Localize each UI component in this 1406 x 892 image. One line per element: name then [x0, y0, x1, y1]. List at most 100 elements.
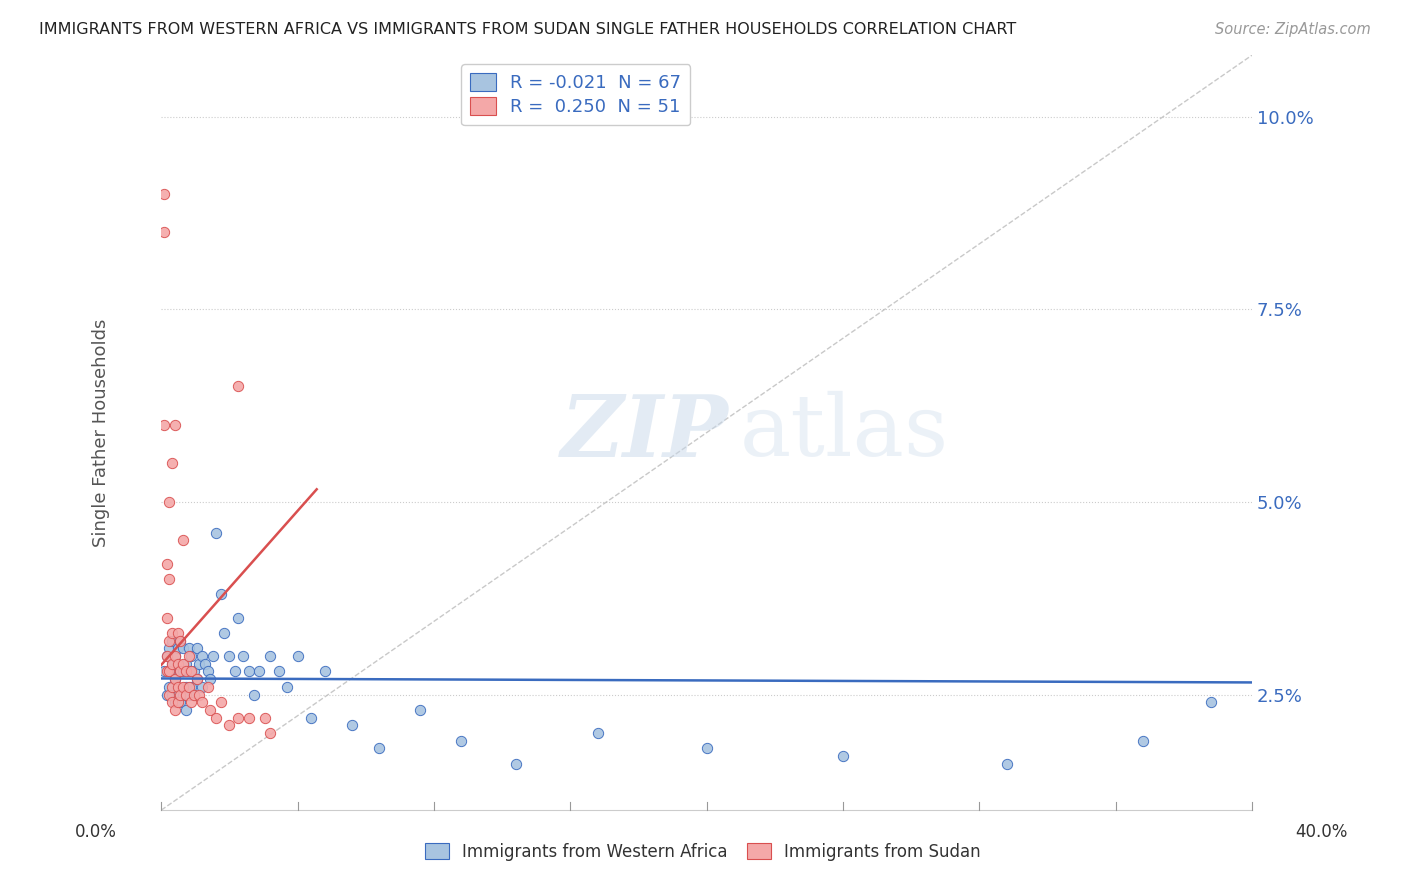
- Point: [174, 680, 197, 694]
- Point: [163, 703, 186, 717]
- Point: [177, 665, 200, 679]
- Point: [177, 680, 200, 694]
- Point: [172, 665, 194, 679]
- Point: [156, 665, 179, 679]
- Point: [160, 657, 183, 671]
- Point: [197, 680, 219, 694]
- Point: [159, 688, 181, 702]
- Point: [202, 648, 225, 663]
- Point: [166, 641, 188, 656]
- Point: [226, 379, 249, 393]
- Point: [160, 695, 183, 709]
- Point: [156, 610, 179, 624]
- Point: [259, 648, 281, 663]
- Point: [177, 648, 200, 663]
- Point: [249, 665, 271, 679]
- Point: [1199, 695, 1222, 709]
- Point: [995, 756, 1018, 771]
- Point: [183, 688, 205, 702]
- Point: [153, 665, 176, 679]
- Point: [169, 665, 191, 679]
- Point: [163, 695, 186, 709]
- Point: [174, 665, 197, 679]
- Point: [172, 641, 194, 656]
- Point: [169, 688, 191, 702]
- Point: [159, 641, 181, 656]
- Point: [153, 417, 176, 432]
- Point: [174, 703, 197, 717]
- Point: [450, 733, 472, 747]
- Point: [166, 688, 188, 702]
- Point: [172, 680, 194, 694]
- Point: [267, 665, 290, 679]
- Point: [160, 680, 183, 694]
- Text: 40.0%: 40.0%: [1295, 822, 1348, 840]
- Point: [180, 680, 202, 694]
- Point: [212, 626, 235, 640]
- Point: [238, 665, 260, 679]
- Point: [186, 641, 208, 656]
- Point: [169, 633, 191, 648]
- Point: [191, 680, 214, 694]
- Point: [160, 457, 183, 471]
- Point: [159, 572, 181, 586]
- Point: [177, 688, 200, 702]
- Point: [183, 665, 205, 679]
- Text: ZIP: ZIP: [561, 391, 728, 475]
- Point: [186, 672, 208, 686]
- Point: [224, 665, 246, 679]
- Point: [368, 741, 391, 756]
- Point: [172, 657, 194, 671]
- Point: [160, 688, 183, 702]
- Text: Source: ZipAtlas.com: Source: ZipAtlas.com: [1215, 22, 1371, 37]
- Point: [505, 756, 527, 771]
- Point: [166, 695, 188, 709]
- Point: [172, 533, 194, 548]
- Point: [159, 495, 181, 509]
- Point: [159, 633, 181, 648]
- Point: [180, 695, 202, 709]
- Point: [243, 688, 266, 702]
- Point: [156, 648, 179, 663]
- Point: [166, 626, 188, 640]
- Point: [159, 680, 181, 694]
- Point: [209, 695, 232, 709]
- Point: [226, 610, 249, 624]
- Text: Single Father Households: Single Father Households: [93, 318, 110, 547]
- Point: [238, 711, 260, 725]
- Point: [172, 688, 194, 702]
- Point: [174, 657, 197, 671]
- Point: [166, 665, 188, 679]
- Point: [209, 587, 232, 601]
- Point: [276, 680, 298, 694]
- Point: [163, 417, 186, 432]
- Point: [159, 665, 181, 679]
- Point: [340, 718, 363, 732]
- Point: [166, 680, 188, 694]
- Point: [1132, 733, 1154, 747]
- Point: [188, 657, 211, 671]
- Point: [169, 695, 191, 709]
- Point: [204, 525, 226, 540]
- Text: atlas: atlas: [740, 391, 949, 475]
- Text: 0.0%: 0.0%: [75, 822, 117, 840]
- Point: [197, 665, 219, 679]
- Point: [253, 711, 276, 725]
- Point: [159, 665, 181, 679]
- Point: [218, 648, 240, 663]
- Point: [163, 648, 186, 663]
- Legend: Immigrants from Western Africa, Immigrants from Sudan: Immigrants from Western Africa, Immigran…: [419, 837, 987, 868]
- Point: [287, 648, 309, 663]
- Point: [832, 749, 855, 764]
- Point: [200, 672, 222, 686]
- Point: [160, 633, 183, 648]
- Point: [200, 703, 222, 717]
- Point: [226, 711, 249, 725]
- Point: [156, 688, 179, 702]
- Point: [169, 665, 191, 679]
- Point: [191, 648, 214, 663]
- Point: [156, 648, 179, 663]
- Point: [160, 657, 183, 671]
- Point: [314, 665, 336, 679]
- Point: [174, 688, 197, 702]
